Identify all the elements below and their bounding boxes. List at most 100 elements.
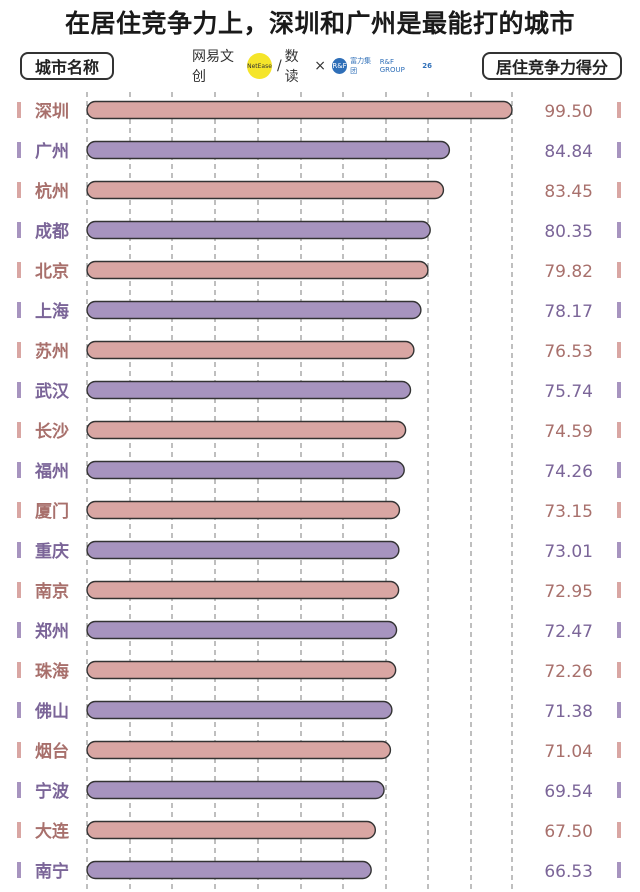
city-label: 重庆	[35, 541, 69, 562]
value-label: 84.84	[544, 142, 593, 162]
value-label: 72.95	[544, 582, 593, 602]
logo-slash: /	[276, 58, 282, 74]
netease-dot-icon: NetEase	[247, 53, 272, 79]
bar-宁波	[86, 780, 385, 800]
bar-烟台	[86, 740, 392, 760]
row-marker-right	[617, 342, 621, 358]
city-label: 长沙	[35, 421, 69, 442]
row-marker-left	[17, 542, 21, 558]
value-label: 73.01	[544, 542, 593, 562]
row-marker-right	[617, 302, 621, 318]
bar-佛山	[86, 700, 393, 720]
city-label: 杭州	[35, 181, 69, 202]
bar-武汉	[86, 380, 412, 400]
city-label: 武汉	[35, 381, 70, 402]
row-marker-right	[617, 142, 621, 158]
row-marker-left	[17, 382, 21, 398]
fuli-logo-subtext: R&F GROUP	[379, 58, 405, 74]
row-marker-left	[17, 702, 21, 718]
row-marker-right	[617, 622, 621, 638]
value-label: 71.38	[544, 702, 593, 722]
bar-成都	[86, 220, 431, 240]
row-marker-right	[617, 782, 621, 798]
city-label: 宁波	[35, 781, 70, 802]
city-label: 珠海	[35, 661, 69, 682]
row-marker-right	[617, 262, 621, 278]
row-marker-left	[17, 142, 21, 158]
bar-福州	[86, 460, 405, 480]
city-label: 北京	[35, 261, 69, 282]
row-marker-right	[617, 702, 621, 718]
row-marker-left	[17, 182, 21, 198]
value-label: 69.54	[544, 782, 593, 802]
fuli-logo-text: 富力集团	[350, 57, 372, 75]
row-marker-left	[17, 102, 21, 118]
row-marker-right	[617, 222, 621, 238]
bar-重庆	[86, 540, 400, 560]
value-label: 72.47	[544, 622, 593, 642]
value-label: 99.50	[544, 102, 593, 122]
row-marker-left	[17, 302, 21, 318]
value-label: 74.59	[544, 422, 593, 442]
row-marker-right	[617, 742, 621, 758]
city-name-header: 城市名称	[20, 52, 114, 80]
city-label: 苏州	[35, 341, 69, 362]
score-header: 居住竞争力得分	[482, 52, 622, 80]
row-marker-left	[17, 742, 21, 758]
city-label: 烟台	[35, 741, 69, 762]
row-marker-left	[17, 582, 21, 598]
value-label: 66.53	[544, 862, 593, 882]
chart-title: 在居住竞争力上，深圳和广州是最能打的城市	[64, 9, 575, 38]
row-marker-right	[617, 502, 621, 518]
city-label: 大连	[35, 821, 70, 842]
anniversary-badge: 26	[422, 62, 432, 70]
bar-上海	[86, 300, 422, 320]
value-label: 80.35	[544, 222, 593, 242]
city-label: 南京	[35, 581, 69, 602]
value-label: 71.04	[544, 742, 593, 762]
city-label: 广州	[35, 141, 69, 162]
value-label: 72.26	[544, 662, 593, 682]
row-marker-left	[17, 782, 21, 798]
row-marker-left	[17, 662, 21, 678]
bar-深圳	[86, 100, 513, 120]
rf-logo-icon: R&F	[331, 58, 348, 74]
netease-logo-text: 网易文创	[192, 49, 234, 85]
row-marker-left	[17, 342, 21, 358]
city-label: 厦门	[35, 501, 69, 522]
row-marker-right	[617, 862, 621, 878]
logo-cross: ×	[314, 58, 326, 74]
value-label: 73.15	[544, 502, 593, 522]
city-label: 成都	[35, 221, 69, 242]
city-label: 福州	[34, 461, 69, 482]
bar-南宁	[86, 860, 372, 880]
row-marker-right	[617, 102, 621, 118]
row-marker-right	[617, 422, 621, 438]
row-marker-right	[617, 582, 621, 598]
row-marker-left	[17, 462, 21, 478]
row-marker-left	[17, 502, 21, 518]
shudu-logo-text: 数读	[284, 49, 299, 85]
row-marker-left	[17, 222, 21, 238]
value-label: 76.53	[544, 342, 593, 362]
city-label: 深圳	[35, 101, 69, 122]
value-label: 78.17	[544, 302, 593, 322]
row-marker-right	[617, 382, 621, 398]
value-label: 74.26	[544, 462, 593, 482]
bar-长沙	[86, 420, 407, 440]
row-marker-left	[17, 262, 21, 278]
value-label: 83.45	[544, 182, 593, 202]
bar-厦门	[86, 500, 401, 520]
bar-北京	[86, 260, 429, 280]
city-label: 上海	[35, 301, 69, 322]
bar-郑州	[86, 620, 398, 640]
value-label: 75.74	[544, 382, 593, 402]
row-marker-right	[617, 182, 621, 198]
row-marker-left	[17, 862, 21, 878]
value-label: 79.82	[544, 262, 593, 282]
bar-南京	[86, 580, 400, 600]
row-marker-right	[617, 662, 621, 678]
row-marker-right	[617, 462, 621, 478]
city-label: 佛山	[34, 701, 69, 722]
